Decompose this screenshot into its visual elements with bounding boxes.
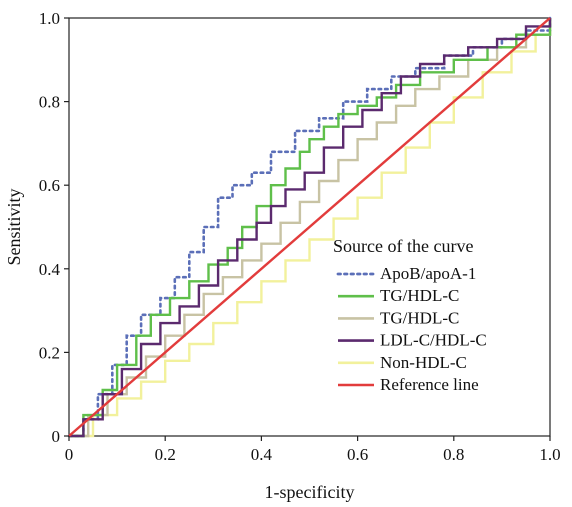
y-tick-label: 0.6 [39, 176, 60, 195]
legend-label: Reference line [380, 375, 479, 394]
plot-frame [68, 17, 551, 437]
legend-title: Source of the curve [333, 236, 473, 256]
legend: Source of the curve ApoB/apoA-1 TG/HDL-C T… [333, 236, 487, 394]
legend-label: Non-HDL-C [380, 353, 467, 372]
x-tick-label: 0.2 [155, 445, 176, 464]
y-tick-label: 1.0 [39, 9, 60, 28]
series-line [68, 17, 551, 437]
y-tick-label: 0 [52, 427, 61, 446]
x-tick-label: 0.8 [443, 445, 464, 464]
y-tick-label: 0.4 [39, 260, 61, 279]
legend-label: TG/HDL-C [380, 286, 459, 305]
x-tick-label: 0.4 [251, 445, 273, 464]
series-line [69, 18, 552, 438]
y-tick-label: 0.2 [39, 343, 60, 362]
x-tick-label: 1.0 [539, 445, 560, 464]
series-line [69, 18, 552, 438]
series-layer [67, 16, 552, 438]
x-tick-label: 0.6 [347, 445, 368, 464]
legend-label: TG/HDL-C [380, 308, 459, 327]
y-axis-label: Sensitivity [4, 188, 24, 265]
axes-layer: 0 0.2 0.4 0.6 0.8 1.0 0 0.2 0.4 0.6 0.8 1.0 [39, 9, 561, 464]
legend-label: LDL-C/HDL-C [380, 331, 487, 350]
legend-label: ApoB/apoA-1 [380, 264, 476, 283]
x-tick-label: 0 [65, 445, 74, 464]
series-line [69, 18, 552, 438]
x-axis-label: 1-specificity [265, 482, 355, 502]
y-tick-label: 0.8 [39, 93, 60, 112]
